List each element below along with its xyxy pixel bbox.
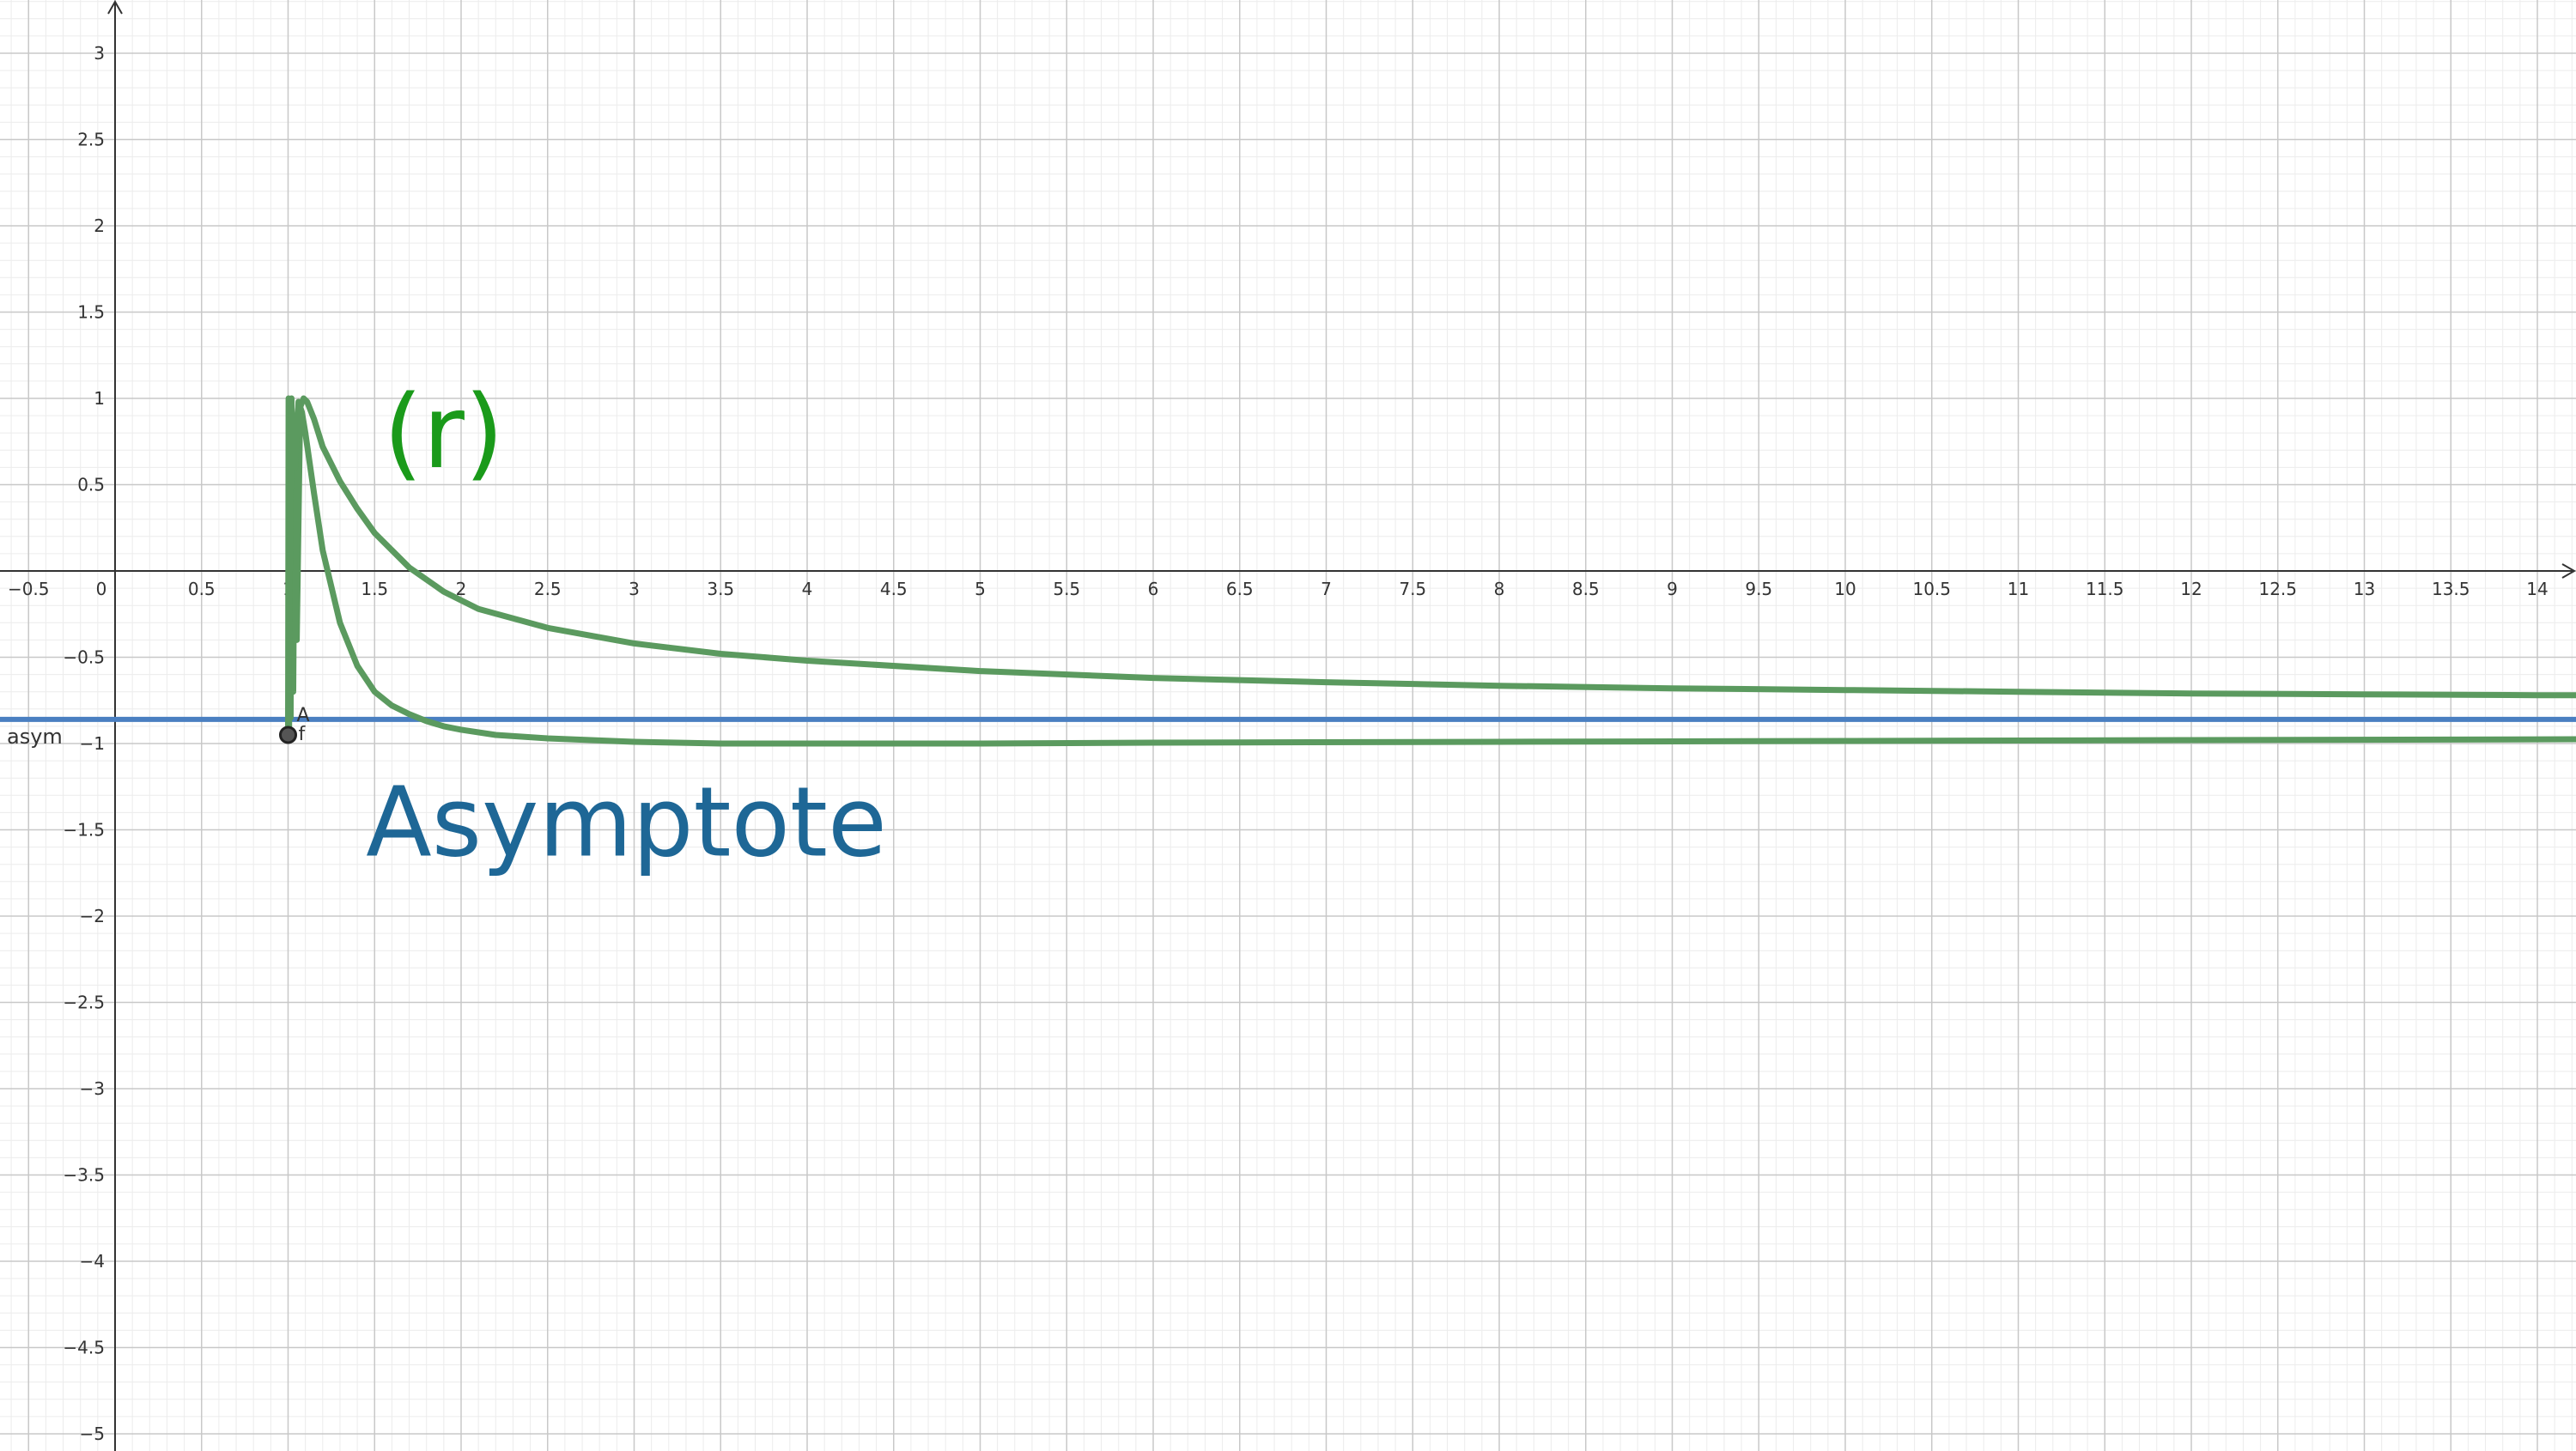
x-tick-label: 9 (1667, 579, 1678, 599)
point-caption: f (299, 724, 307, 745)
annotation-asymptote-label: Asymptote (366, 767, 887, 878)
points-layer: A f (279, 705, 310, 745)
x-axis-arrow (2561, 563, 2576, 579)
annotations-layer: (r) Asymptote (366, 373, 887, 878)
y-tick-label: −3 (80, 1078, 105, 1099)
x-tick-label: 7 (1321, 579, 1332, 599)
x-axis-ticks: −0.5 0 0.5 1 1.5 2 2.5 3 3.5 4 4.5 5 5.5 6 6.5 7 7.5 8 8.5… (8, 579, 2549, 599)
x-tick-label: 6 (1148, 579, 1159, 599)
x-tick-label: 5 (975, 579, 986, 599)
y-axis-ticks: 3 2.5 2 1.5 1 0.5 −0.5 −1 −1.5 −2 −2.5 −3 −3.5 −4 −4.5… (63, 43, 105, 1444)
x-tick-label: 10 (1834, 579, 1856, 599)
x-tick-label: 2.5 (534, 579, 562, 599)
point-a-label: A (297, 705, 310, 726)
x-tick-label: 2 (456, 579, 467, 599)
x-tick-label: 0 (96, 579, 107, 599)
x-tick-label: 6.5 (1226, 579, 1254, 599)
y-tick-label: −5 (80, 1424, 105, 1444)
curve-1[interactable] (285, 395, 2576, 738)
y-tick-label: −3.5 (63, 1165, 105, 1186)
x-tick-label: 5.5 (1053, 579, 1080, 599)
asymptote-label: asym (7, 725, 63, 749)
x-tick-label: 3.5 (707, 579, 734, 599)
x-tick-label: 8 (1494, 579, 1505, 599)
x-tick-label: 3 (629, 579, 640, 599)
y-tick-label: −4.5 (63, 1338, 105, 1358)
y-tick-label: −1 (80, 733, 105, 754)
y-tick-label: 2.5 (77, 130, 105, 150)
point-a[interactable] (279, 726, 297, 744)
x-tick-label: −0.5 (8, 579, 50, 599)
x-tick-label: 4.5 (880, 579, 908, 599)
curves-layer (285, 395, 2576, 747)
y-tick-label: 0.5 (77, 475, 105, 495)
curve-2[interactable] (285, 398, 2576, 747)
y-tick-label: −2 (80, 906, 105, 926)
y-tick-label: 3 (94, 43, 105, 64)
x-tick-label: 13 (2354, 579, 2375, 599)
x-tick-label: 10.5 (1912, 579, 1951, 599)
x-tick-label: 4 (802, 579, 813, 599)
x-tick-label: 11 (2008, 579, 2029, 599)
x-tick-label: 9.5 (1745, 579, 1772, 599)
y-tick-label: −4 (80, 1251, 105, 1272)
x-tick-label: 1.5 (361, 579, 388, 599)
x-tick-label: 0.5 (188, 579, 216, 599)
annotation-r-label: (r) (383, 373, 504, 491)
y-tick-label: −0.5 (63, 647, 105, 668)
x-tick-label: 8.5 (1572, 579, 1600, 599)
x-tick-label: 7.5 (1399, 579, 1426, 599)
x-tick-label: 12 (2180, 579, 2202, 599)
y-tick-label: 1 (94, 388, 105, 409)
x-tick-label: 12.5 (2258, 579, 2297, 599)
y-tick-label: −2.5 (63, 993, 105, 1013)
y-tick-label: −1.5 (63, 820, 105, 841)
x-tick-label: 14 (2526, 579, 2548, 599)
x-tick-label: 13.5 (2432, 579, 2470, 599)
y-tick-label: 1.5 (77, 302, 105, 323)
y-tick-label: 2 (94, 216, 105, 236)
x-tick-label: 11.5 (2086, 579, 2124, 599)
y-axis-arrow (107, 0, 123, 15)
